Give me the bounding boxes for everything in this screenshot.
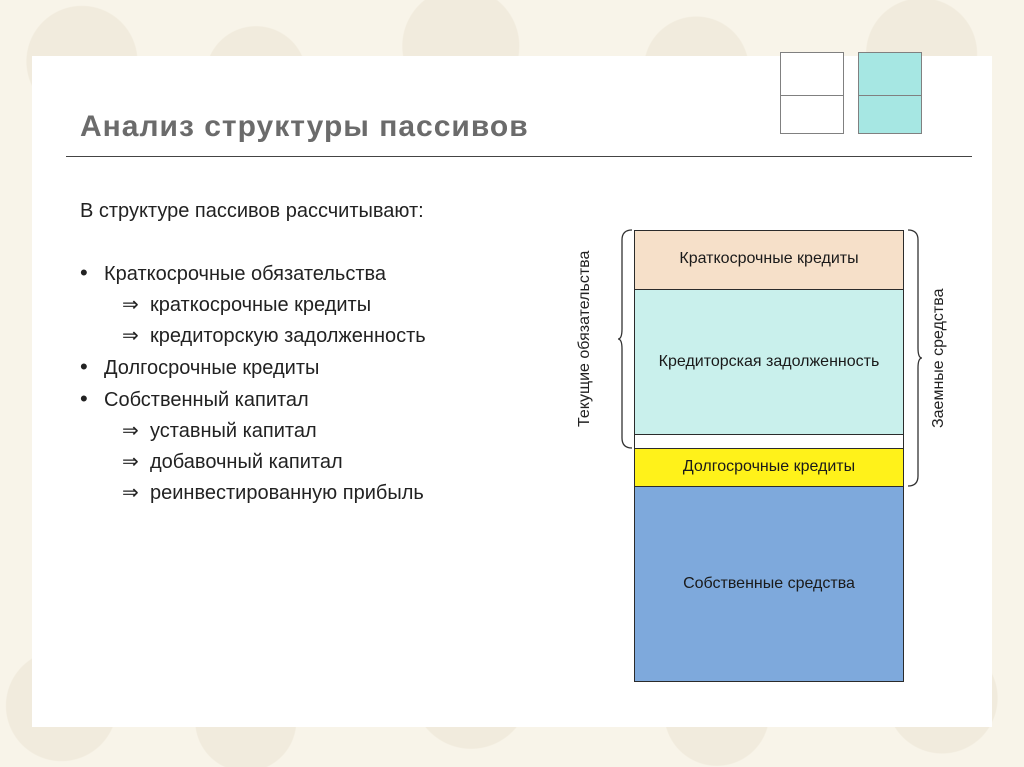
brace-right-icon: [908, 230, 926, 486]
bullet-item: Собственный капитал: [80, 386, 426, 412]
logo-block-left: [780, 52, 844, 134]
bullet-list: Краткосрочные обязательства краткосрочные…: [80, 260, 426, 511]
bullet-sub-item: кредиторскую задолженность: [80, 323, 426, 348]
logo-cell: [858, 52, 922, 96]
stack: Краткосрочные кредитыКредиторская задолж…: [634, 230, 904, 682]
structure-diagram: Краткосрочные кредитыКредиторская задолж…: [568, 230, 968, 682]
bullet-sub-item: уставный капитал: [80, 418, 426, 443]
stack-segment: Кредиторская задолженность: [635, 289, 903, 434]
slide: Анализ структуры пассивов В структуре па…: [32, 56, 992, 727]
brace-left-icon: [618, 230, 636, 448]
logo-cell: [780, 96, 844, 134]
logo-cell: [858, 96, 922, 134]
logo: [780, 52, 922, 134]
bullet-item: Долгосрочные кредиты: [80, 354, 426, 380]
page-title: Анализ структуры пассивов: [80, 110, 529, 144]
logo-cell: [780, 52, 844, 96]
stack-segment: Краткосрочные кредиты: [635, 231, 903, 289]
logo-block-right: [858, 52, 922, 134]
intro-text: В структуре пассивов рассчитывают:: [80, 200, 424, 223]
stack-segment: [635, 434, 903, 448]
bullet-sub-item: краткосрочные кредиты: [80, 292, 426, 317]
bullet-item: Краткосрочные обязательства: [80, 260, 426, 286]
title-divider: [66, 156, 972, 157]
stack-segment: Долгосрочные кредиты: [635, 448, 903, 486]
bullet-sub-item: добавочный капитал: [80, 449, 426, 474]
bullet-sub-item: реинвестированную прибыль: [80, 480, 426, 505]
brace-right-label: Заемные средства: [930, 278, 948, 438]
stack-segment: Собственные средства: [635, 486, 903, 681]
brace-left-label: Текущие обязательства: [576, 249, 594, 429]
